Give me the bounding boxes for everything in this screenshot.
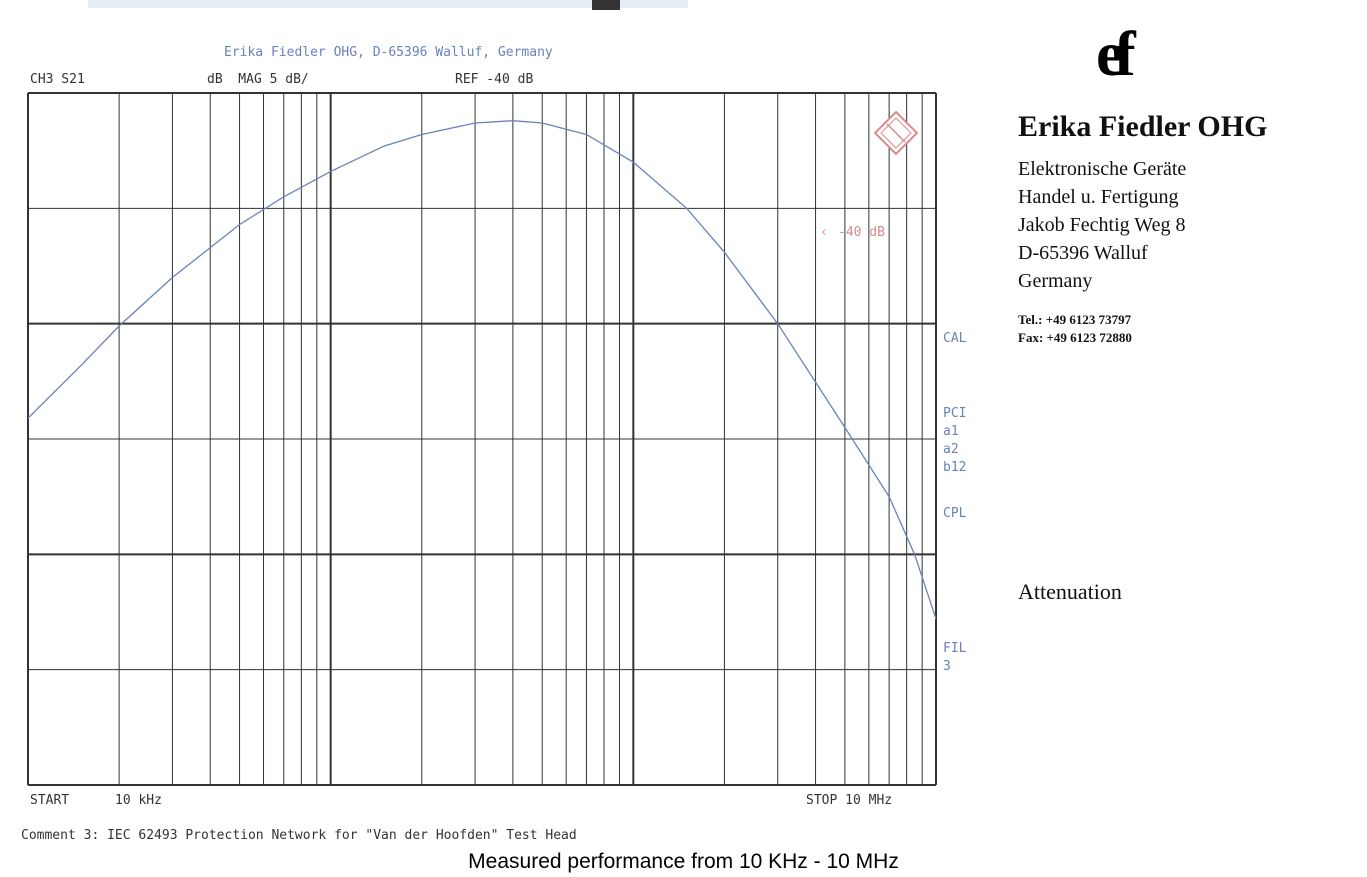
reference-label: REF -40 dB: [455, 72, 534, 87]
chart-header-title: Erika Fiedler OHG, D-65396 Walluf, Germa…: [224, 45, 553, 60]
start-label: START: [30, 793, 70, 808]
document-title: Attenuation: [1018, 579, 1122, 604]
top-edge-notch: [592, 0, 620, 10]
side-label-fil: FIL: [943, 641, 967, 656]
side-label-pci: PCI: [943, 406, 967, 421]
rohde-schwarz-logo-icon: [873, 110, 919, 156]
company-tel: Tel.: +49 6123 73797: [1018, 312, 1132, 327]
company-line-1: Elektronische Geräte: [1018, 158, 1187, 180]
side-label-a1: a1: [943, 424, 959, 439]
stop-label: STOP 10 MHz: [806, 793, 893, 808]
top-edge-strip: [88, 0, 688, 10]
chart-grid: [27, 92, 937, 786]
company-logo: ef: [1096, 18, 1136, 89]
channel-label: CH3 S21: [30, 72, 85, 87]
side-label-b12: b12: [943, 460, 967, 475]
side-label-fil-num: 3: [943, 659, 951, 674]
s21-trace: [27, 120, 937, 620]
company-fax: Fax: +49 6123 72880: [1018, 330, 1132, 345]
comment-line: Comment 3: IEC 62493 Protection Network …: [21, 828, 577, 843]
company-name: Erika Fiedler OHG: [1018, 110, 1268, 143]
side-label-a2: a2: [943, 442, 959, 457]
ref-marker-label: -40 dB: [838, 225, 885, 240]
side-label-cpl: CPL: [943, 506, 967, 521]
company-line-2: Handel u. Fertigung: [1018, 186, 1179, 208]
bottom-caption: Measured performance from 10 KHz - 10 MH…: [468, 850, 899, 873]
ref-marker-arrow: ‹: [820, 225, 828, 240]
start-value: 10 kHz: [115, 793, 162, 808]
company-line-5: Germany: [1018, 270, 1093, 292]
side-label-cal: CAL: [943, 331, 967, 346]
company-line-3: Jakob Fechtig Weg 8: [1018, 214, 1186, 236]
format-label: dB MAG 5 dB/: [207, 72, 309, 87]
company-line-4: D-65396 Walluf: [1018, 242, 1148, 264]
